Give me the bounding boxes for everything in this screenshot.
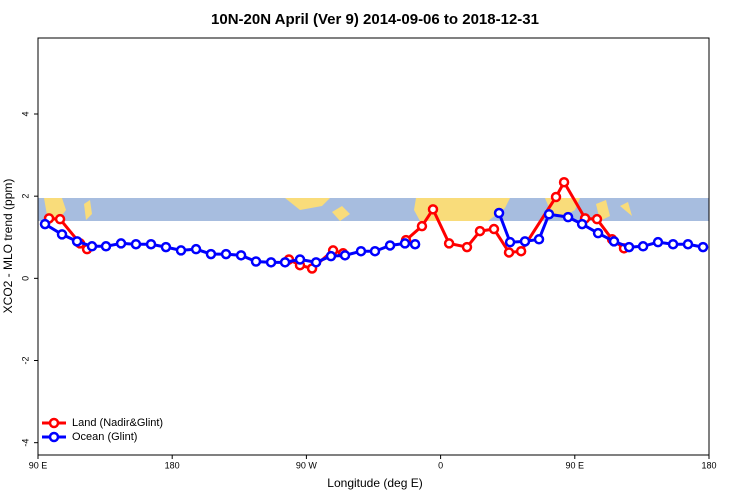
data-point [591,213,603,225]
map-strip [38,198,709,221]
data-point [543,208,555,220]
data-point [519,236,531,247]
data-point [667,238,679,250]
data-point [54,213,66,225]
data-point [409,238,421,250]
data-point [697,241,709,253]
chart-title: 10N-20N April (Ver 9) 2014-09-06 to 2018… [211,11,539,28]
y-tick-label: 4 [20,111,30,116]
data-point [56,229,68,240]
data-point [145,238,157,250]
data-point [369,245,381,257]
data-point [175,245,187,256]
legend-label: Ocean (Glint) [72,431,137,443]
data-point [443,238,455,249]
data-point [100,241,112,252]
x-tick-label: 90 E [566,460,585,470]
data-point [623,241,635,253]
data-point [355,245,367,257]
data-point [86,241,98,252]
data-point [503,247,515,258]
data-point [652,236,664,248]
data-point [160,241,172,253]
data-point [504,236,516,248]
data-point [399,238,411,249]
data-point [130,238,142,250]
data-point [533,234,545,245]
x-tick-label: 0 [438,460,443,470]
data-point [562,211,574,223]
data-point [310,257,322,268]
data-point [550,191,562,203]
data-point [592,227,604,239]
x-axis-label: Longitude (deg E) [327,476,422,490]
legend-label: Land (Nadir&Glint) [72,417,163,429]
data-point [279,257,291,268]
data-point [190,243,202,255]
data-point [325,250,337,262]
plot-frame [37,37,710,456]
data-point [488,223,500,235]
y-tick-label: 2 [20,194,30,199]
data-point [294,254,306,265]
legend-marker [48,431,60,443]
data-point [39,218,51,230]
data-point [461,241,473,253]
legend-marker [48,417,60,429]
x-tick-label: 90 W [296,460,318,470]
data-point [265,257,277,268]
data-point [682,238,694,250]
data-point [384,240,396,251]
x-tick-label: 180 [701,460,716,470]
x-tick-label: 90 E [29,460,48,470]
data-point [427,204,439,215]
y-tick-label: -2 [20,356,30,364]
data-point [416,220,428,232]
data-point [558,176,570,188]
data-point [115,238,127,249]
data-point [71,236,83,247]
data-point [235,250,247,261]
data-point [339,250,351,261]
data-point [474,225,486,237]
x-tick-label: 180 [165,460,180,470]
data-point [608,236,620,247]
data-point [205,248,217,260]
data-point [220,248,232,260]
y-tick-label: -4 [20,439,30,447]
data-point [576,218,588,230]
data-point [493,207,505,219]
y-axis-label: XCO2 - MLO trend (ppm) [1,179,15,314]
data-point [250,256,262,267]
data-point [515,245,527,257]
y-tick-label: 0 [20,276,30,281]
data-point [637,241,649,252]
